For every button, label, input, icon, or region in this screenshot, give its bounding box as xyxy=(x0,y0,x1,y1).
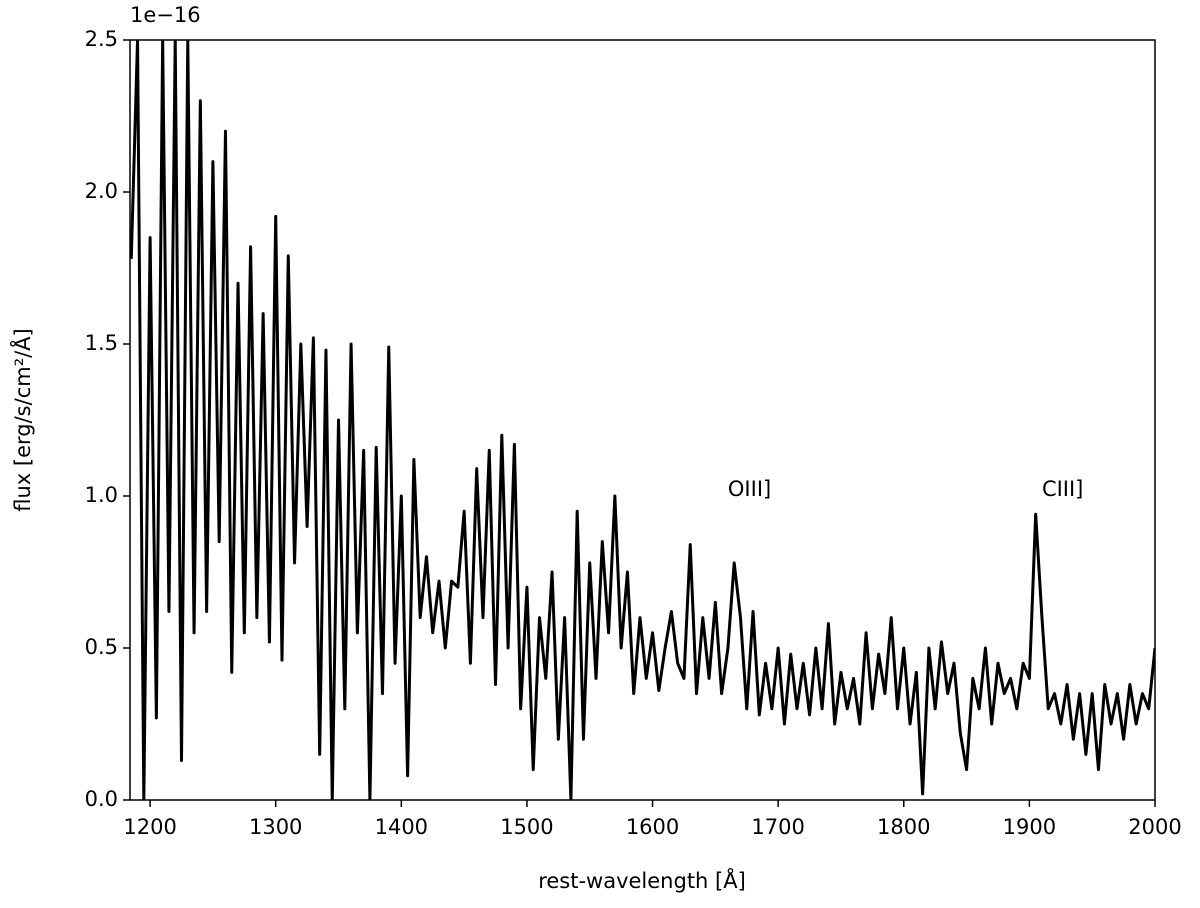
x-tick-label: 1900 xyxy=(1003,815,1056,839)
y-tick-label: 0.5 xyxy=(85,635,118,659)
x-tick-label: 2000 xyxy=(1128,815,1181,839)
y-tick-label: 2.0 xyxy=(85,179,118,203)
offset-label: 1e−16 xyxy=(130,3,201,27)
y-tick-label: 2.5 xyxy=(85,27,118,51)
y-tick-label: 0.0 xyxy=(85,787,118,811)
x-tick-label: 1300 xyxy=(249,815,302,839)
x-tick-label: 1200 xyxy=(123,815,176,839)
annotation: OIII] xyxy=(728,477,771,501)
plot-frame xyxy=(129,39,1156,801)
x-tick-label: 1500 xyxy=(500,815,553,839)
x-tick-label: 1400 xyxy=(375,815,428,839)
x-tick-label: 1700 xyxy=(751,815,804,839)
x-tick-label: 1600 xyxy=(626,815,679,839)
y-tick-label: 1.5 xyxy=(85,331,118,355)
x-tick-label: 1800 xyxy=(877,815,930,839)
spectrum-line xyxy=(130,40,1155,800)
x-axis-label: rest-wavelength [Å] xyxy=(538,867,746,893)
y-tick-label: 1.0 xyxy=(85,483,118,507)
y-axis-label: flux [erg/s/cm²/Å] xyxy=(9,328,35,512)
annotation: CIII] xyxy=(1042,477,1083,501)
